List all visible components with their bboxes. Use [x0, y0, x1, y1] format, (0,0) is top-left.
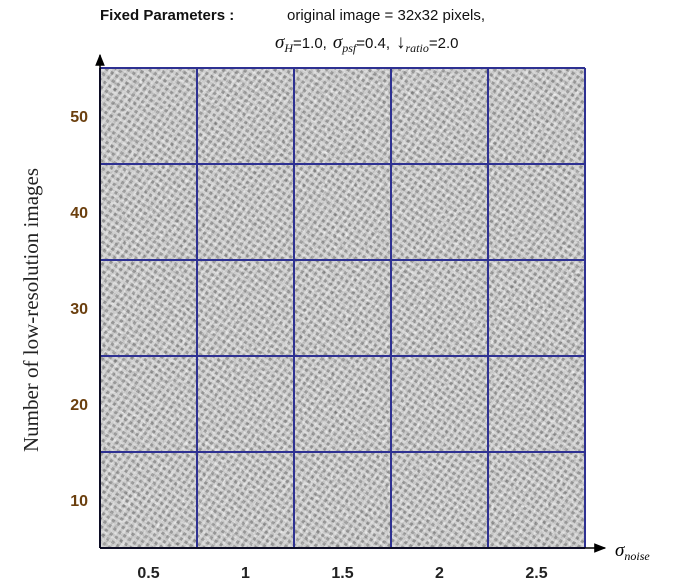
column-label: 1.5 — [331, 565, 353, 582]
image-texture — [100, 68, 197, 164]
row-label: 50 — [70, 109, 88, 126]
image-texture — [391, 68, 488, 164]
param-value: =0.4, — [356, 35, 390, 52]
image-texture — [100, 260, 197, 356]
row-label: 20 — [70, 397, 88, 414]
image-texture — [197, 68, 294, 164]
image-texture — [391, 356, 488, 452]
image-texture — [197, 260, 294, 356]
image-texture — [100, 452, 197, 548]
image-texture — [294, 164, 391, 260]
image-texture — [197, 356, 294, 452]
parameters: σH=1.0,σpsf=0.4,↓ratio=2.0 — [275, 32, 458, 55]
image-texture — [488, 452, 585, 548]
param-symbol: ↓ — [396, 32, 406, 53]
image-texture — [391, 260, 488, 356]
x-axis-title: σnoise — [615, 540, 650, 563]
column-label: 0.5 — [137, 565, 159, 582]
row-label: 30 — [70, 301, 88, 318]
image-texture — [391, 164, 488, 260]
image-texture — [488, 68, 585, 164]
image-texture — [294, 356, 391, 452]
param-value: =2.0 — [429, 35, 459, 52]
image-texture — [391, 452, 488, 548]
image-texture — [197, 452, 294, 548]
figure: Fixed Parameters : original image = 32x3… — [0, 0, 678, 583]
header-line: original image = 32x32 pixels, — [287, 7, 485, 24]
y-axis-title: Number of low-resolution images — [19, 168, 43, 452]
image-texture — [488, 260, 585, 356]
row-label: 40 — [70, 205, 88, 222]
image-texture — [488, 356, 585, 452]
column-label: 2 — [435, 565, 444, 582]
image-texture — [488, 164, 585, 260]
header-label: Fixed Parameters : — [100, 7, 234, 24]
image-texture — [100, 356, 197, 452]
image-texture — [294, 452, 391, 548]
image-texture — [100, 164, 197, 260]
param-value: =1.0, — [293, 35, 327, 52]
row-label: 10 — [70, 493, 88, 510]
column-label: 2.5 — [525, 565, 547, 582]
image-grid — [100, 68, 585, 548]
parameter-line: σH=1.0,σpsf=0.4,↓ratio=2.0 — [275, 32, 458, 55]
image-texture — [294, 68, 391, 164]
image-texture — [197, 164, 294, 260]
param-sub: ratio — [406, 41, 429, 55]
image-texture — [294, 260, 391, 356]
x-axis-sub: noise — [624, 549, 650, 563]
column-label: 1 — [241, 565, 250, 582]
